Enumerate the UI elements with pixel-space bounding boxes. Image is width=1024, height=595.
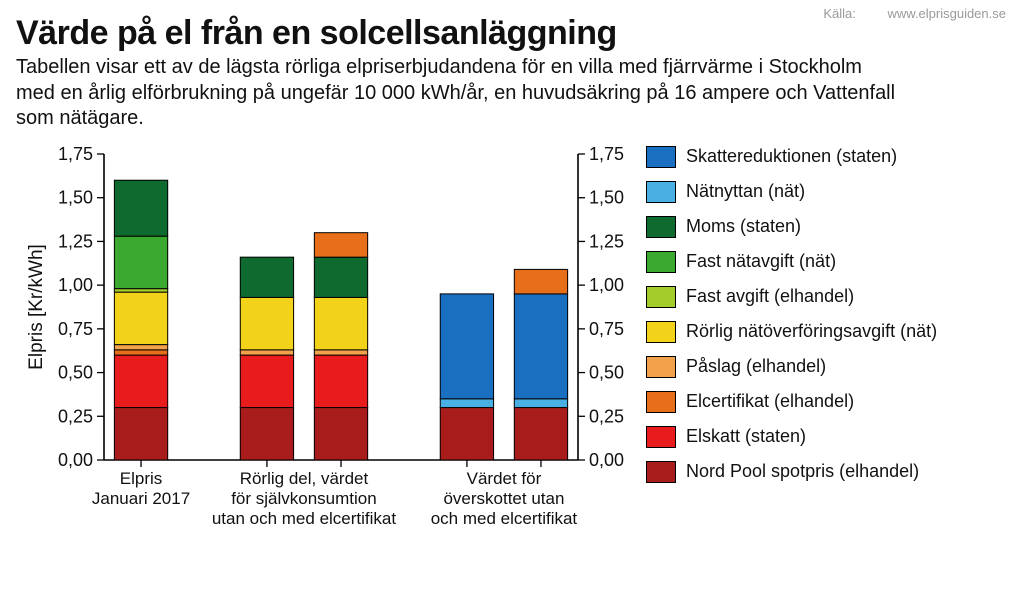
legend-label: Påslag (elhandel) [686,356,826,377]
legend: Skattereduktionen (staten) Nätnyttan (nät… [636,142,937,496]
svg-text:1,50: 1,50 [589,187,624,207]
svg-text:1,50: 1,50 [58,187,93,207]
bar-segment [114,236,167,288]
svg-text:0,75: 0,75 [589,319,624,339]
bar-segment [114,355,167,407]
legend-label: Skattereduktionen (staten) [686,146,897,167]
bar-segment [314,257,367,297]
bar-segment [514,407,567,459]
stacked-bar-chart: 0,00 0,00 0,25 0,25 0,50 0,50 0,75 0,75 1,00 1,00… [16,142,636,552]
legend-label: Fast nätavgift (nät) [686,251,836,272]
bar-segment [440,399,493,408]
bar-segment [514,294,567,399]
legend-swatch [646,286,676,308]
legend-row: Fast avgift (elhandel) [646,286,937,308]
bar-segment [240,350,293,355]
svg-text:1,75: 1,75 [589,144,624,164]
svg-text:Värdet föröverskottet utanoch: Värdet föröverskottet utanoch med elcert… [431,469,578,528]
legend-row: Nätnyttan (nät) [646,181,937,203]
legend-row: Påslag (elhandel) [646,356,937,378]
source-line: Källa: www.elprisguiden.se [823,6,1006,21]
legend-swatch [646,216,676,238]
svg-text:0,75: 0,75 [58,319,93,339]
subtitle-text: Tabellen visar ett av de lägsta rörliga … [16,55,896,132]
bar-segment [240,355,293,407]
legend-swatch [646,461,676,483]
legend-swatch [646,181,676,203]
bar-segment [240,297,293,349]
svg-text:0,25: 0,25 [58,406,93,426]
bar-segment [240,257,293,297]
bar-segment [314,355,367,407]
bar-segment [114,350,167,355]
svg-text:Elpris [Kr/kWh]: Elpris [Kr/kWh] [26,244,47,370]
bar-segment [114,407,167,459]
bar-segment [114,288,167,291]
legend-swatch [646,356,676,378]
legend-row: Elskatt (staten) [646,426,937,448]
legend-swatch [646,251,676,273]
legend-row: Skattereduktionen (staten) [646,146,937,168]
legend-row: Elcertifikat (elhandel) [646,391,937,413]
bar-segment [440,294,493,399]
legend-label: Nord Pool spotpris (elhandel) [686,461,919,482]
legend-label: Fast avgift (elhandel) [686,286,854,307]
source-label: Källa: [823,6,856,21]
legend-row: Nord Pool spotpris (elhandel) [646,461,937,483]
bar-segment [514,269,567,293]
svg-text:1,00: 1,00 [58,275,93,295]
chart-area: 0,00 0,00 0,25 0,25 0,50 0,50 0,75 0,75 1,00 1,00… [16,142,1008,557]
svg-text:0,50: 0,50 [589,362,624,382]
legend-label: Rörlig nätöverföringsavgift (nät) [686,321,937,342]
legend-swatch [646,321,676,343]
svg-text:1,75: 1,75 [58,144,93,164]
legend-row: Rörlig nätöverföringsavgift (nät) [646,321,937,343]
bar-segment [240,407,293,459]
bar-segment [314,297,367,349]
legend-label: Elskatt (staten) [686,426,806,447]
page-root: Källa: www.elprisguiden.se Värde på el f… [0,0,1024,595]
legend-label: Elcertifikat (elhandel) [686,391,854,412]
chart-svg-holder: 0,00 0,00 0,25 0,25 0,50 0,50 0,75 0,75 1,00 1,00… [16,142,636,557]
legend-swatch [646,146,676,168]
bar-segment [114,344,167,349]
legend-swatch [646,426,676,448]
svg-text:Rörlig del, värdetför självkon: Rörlig del, värdetför självkonsumtionuta… [212,469,397,528]
bar-segment [440,407,493,459]
bar-segment [114,180,167,236]
svg-text:ElprisJanuari 2017: ElprisJanuari 2017 [92,469,190,508]
legend-row: Moms (staten) [646,216,937,238]
svg-text:0,25: 0,25 [589,406,624,426]
legend-label: Nätnyttan (nät) [686,181,805,202]
bar-segment [514,399,567,408]
svg-text:1,00: 1,00 [589,275,624,295]
svg-text:0,50: 0,50 [58,362,93,382]
bar-segment [114,292,167,344]
svg-text:1,25: 1,25 [58,231,93,251]
legend-label: Moms (staten) [686,216,801,237]
bar-segment [314,407,367,459]
legend-swatch [646,391,676,413]
svg-text:1,25: 1,25 [589,231,624,251]
source-value: www.elprisguiden.se [887,6,1006,21]
svg-text:0,00: 0,00 [58,450,93,470]
bar-segment [314,350,367,355]
bar-segment [314,232,367,256]
legend-row: Fast nätavgift (nät) [646,251,937,273]
svg-text:0,00: 0,00 [589,450,624,470]
